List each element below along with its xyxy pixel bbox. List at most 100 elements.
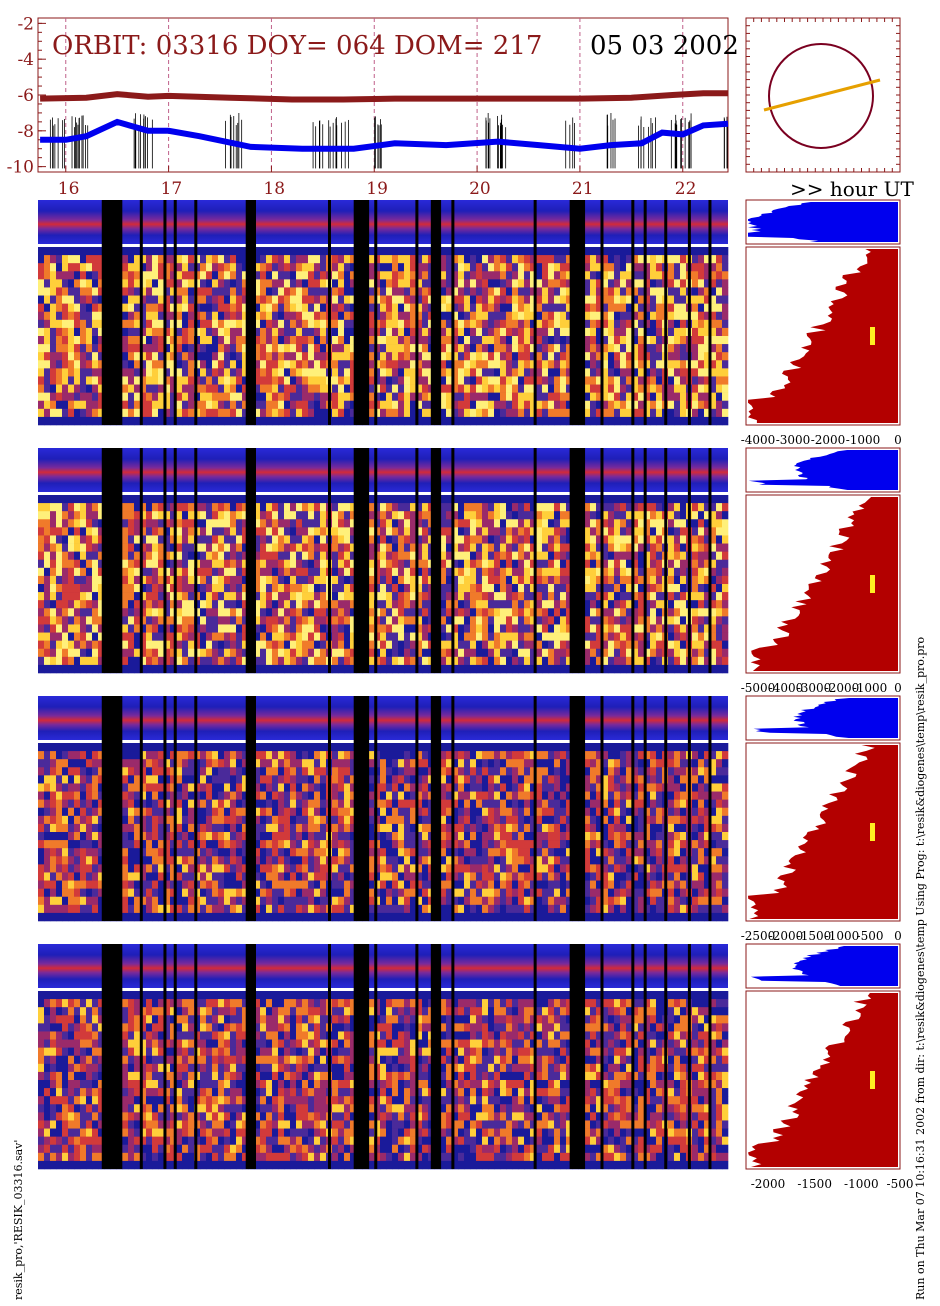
heat-cell <box>170 575 177 585</box>
heat-cell <box>188 263 195 272</box>
heat-cell <box>158 360 165 369</box>
heat-cell <box>284 592 291 601</box>
heat-cell <box>500 656 507 666</box>
heat-cell <box>620 624 627 633</box>
heat-cell <box>230 247 237 256</box>
heat-cell <box>182 640 189 650</box>
heat-cell <box>506 271 513 280</box>
heat-cell <box>398 624 405 633</box>
heat-cell <box>404 247 411 256</box>
heat-cell <box>470 279 477 288</box>
heat-cell <box>320 271 327 280</box>
heat-cell <box>68 640 75 650</box>
heat-cell <box>266 559 273 569</box>
heat-cell <box>602 640 609 650</box>
heat-cell <box>566 303 573 313</box>
heat-cell <box>140 624 147 633</box>
heat-cell <box>92 279 99 288</box>
heat-cell <box>314 408 321 418</box>
heat-cell <box>182 344 189 353</box>
heat-cell <box>554 616 561 625</box>
heat-cell <box>242 640 249 650</box>
heat-cell <box>224 608 231 617</box>
heat-cell <box>86 575 93 585</box>
heat-cell <box>614 535 621 544</box>
heat-cell <box>488 608 495 617</box>
heat-cell <box>644 416 651 426</box>
heat-cell <box>668 255 675 264</box>
heat-cell <box>500 247 507 256</box>
heat-cell <box>230 384 237 393</box>
heat-cell <box>692 319 699 329</box>
heat-cell <box>62 408 69 418</box>
heat-cell <box>584 632 591 641</box>
heat-cell <box>152 311 159 321</box>
heat-cell <box>254 511 261 520</box>
heat-cell <box>416 567 423 577</box>
heat-cell <box>56 519 63 528</box>
heat-cell <box>344 551 351 561</box>
heat-cell <box>158 376 165 385</box>
heat-cell <box>674 319 681 329</box>
heat-cell <box>170 303 177 313</box>
heat-cell <box>314 519 321 528</box>
heat-cell <box>482 287 489 296</box>
heat-cell <box>338 535 345 544</box>
heat-cell <box>308 336 315 345</box>
heat-cell <box>404 295 411 304</box>
heat-cell <box>164 352 171 361</box>
heat-cell <box>566 664 573 674</box>
heat-cell <box>242 519 249 528</box>
heat-cell <box>680 295 687 304</box>
heat-cell <box>446 327 453 337</box>
heat-cell <box>500 279 507 288</box>
heat-cell <box>272 519 279 528</box>
heat-cell <box>182 624 189 633</box>
heat-cell <box>584 271 591 280</box>
heat-cell <box>464 567 471 577</box>
heat-cell <box>128 295 135 304</box>
heat-cell <box>266 376 273 385</box>
heat-cell <box>596 311 603 321</box>
heat-cell <box>614 416 621 426</box>
heat-cell <box>272 575 279 585</box>
heat-cell <box>320 567 327 577</box>
heat-cell <box>74 575 81 585</box>
heat-cell <box>260 551 267 561</box>
heat-cell <box>62 376 69 385</box>
heat-cell <box>422 519 429 528</box>
heat-cell <box>254 656 261 666</box>
heat-cell <box>476 624 483 633</box>
heat-cell <box>554 263 561 272</box>
heat-cell <box>500 255 507 264</box>
heat-cell <box>602 503 609 512</box>
heat-cell <box>482 600 489 609</box>
heat-cell <box>134 559 141 569</box>
heat-cell <box>632 527 639 536</box>
heat-cell <box>488 400 495 410</box>
heat-cell <box>218 632 225 641</box>
heat-cell <box>440 263 447 272</box>
heat-cell <box>86 360 93 369</box>
heat-cell <box>158 263 165 272</box>
heat-cell <box>56 551 63 561</box>
heat-cell <box>398 344 405 353</box>
heat-cell <box>128 336 135 345</box>
heat-cell <box>56 535 63 544</box>
heat-cell <box>314 271 321 280</box>
heat-cell <box>224 511 231 520</box>
heat-cell <box>62 640 69 650</box>
heat-cell <box>314 559 321 569</box>
heat-cell <box>56 575 63 585</box>
heat-cell <box>206 247 213 256</box>
heat-cell <box>680 376 687 385</box>
heat-cell <box>224 575 231 585</box>
heat-cell <box>134 327 141 337</box>
heat-cell <box>536 336 543 345</box>
heat-cell <box>86 384 93 393</box>
heat-cell <box>560 352 567 361</box>
heat-cell <box>704 352 711 361</box>
heat-cell <box>170 495 177 504</box>
heat-cell <box>176 648 183 658</box>
heat-cell <box>422 319 429 329</box>
